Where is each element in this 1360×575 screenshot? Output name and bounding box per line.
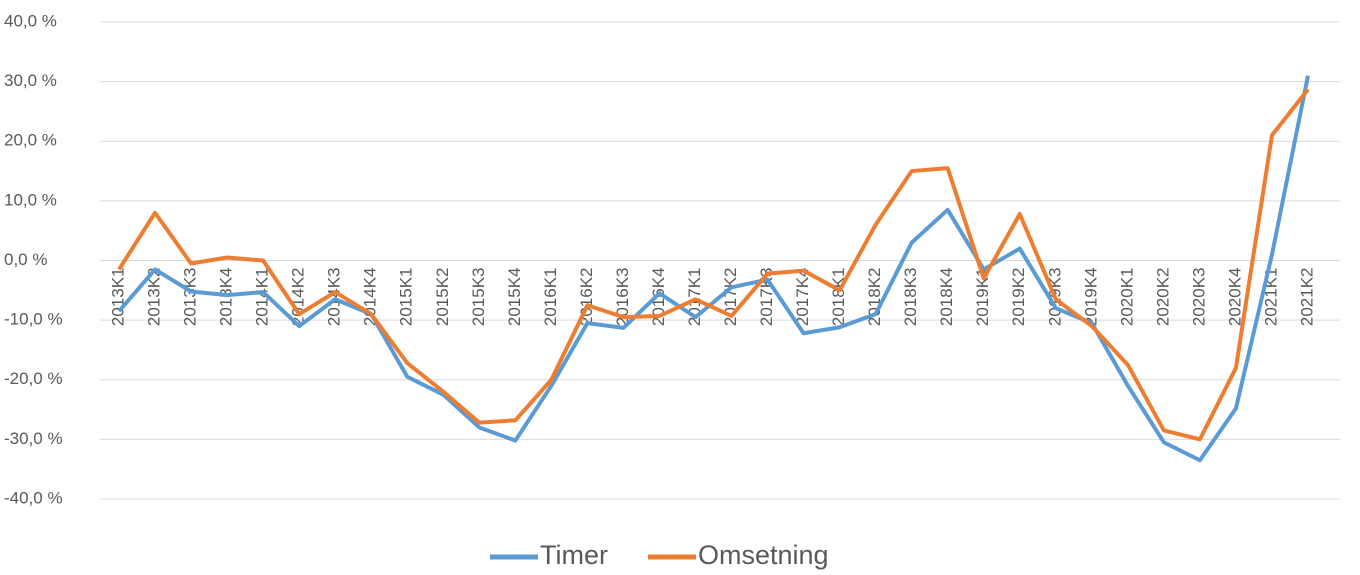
x-tick-label: 2013K3 [181,268,200,327]
y-tick-label: 10,0 % [4,190,57,209]
y-tick-label: -20,0 % [4,369,63,388]
x-tick-label: 2020K3 [1189,268,1208,327]
x-tick-label: 2014K4 [361,268,380,327]
line-series [117,75,1310,463]
y-tick-label: -30,0 % [4,429,63,448]
y-tick-label: 40,0 % [4,11,57,30]
x-tick-label: 2015K3 [469,268,488,327]
x-tick-label: 2015K1 [397,268,416,327]
y-tick-label: -10,0 % [4,310,63,329]
x-tick-label: 2019K4 [1081,268,1100,327]
x-tick-label: 2019K2 [1009,268,1028,327]
x-tick-label: 2016K1 [541,268,560,327]
y-tick-label: -40,0 % [4,488,63,507]
x-tick-label: 2016K2 [577,268,596,327]
x-tick-label: 2020K2 [1153,268,1172,327]
x-tick-label: 2014K1 [253,268,272,327]
x-tick-label: 2013K2 [145,268,164,327]
line-series [117,88,1310,442]
x-tick-label: 2016K3 [613,268,632,327]
x-tick-label: 2018K2 [865,268,884,327]
x-tick-label: 2019K1 [973,268,992,327]
x-tick-label: 2015K4 [505,268,524,327]
y-tick-label: 20,0 % [4,131,57,150]
legend-label: Timer [540,540,608,570]
x-tick-label: 2021K2 [1297,268,1316,327]
x-tick-label: 2020K1 [1117,268,1136,327]
x-tick-label: 2014K3 [325,268,344,327]
x-tick-label: 2018K3 [901,268,920,327]
y-tick-label: 0,0 % [4,250,47,269]
x-tick-label: 2013K1 [108,268,127,327]
y-tick-label: 30,0 % [4,71,57,90]
legend-label: Omsetning [698,540,829,570]
x-tick-label: 2021K1 [1261,268,1280,327]
x-tick-label: 2020K4 [1225,268,1244,327]
x-tick-label: 2017K4 [793,268,812,327]
x-tick-label: 2015K2 [433,268,452,327]
x-tick-label: 2018K4 [937,268,956,327]
